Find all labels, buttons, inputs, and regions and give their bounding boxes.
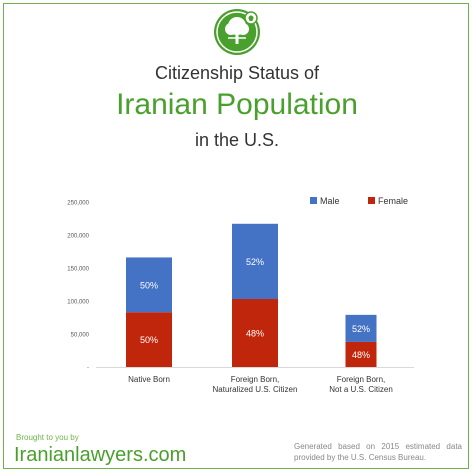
y-tick-label: 150,000 [67,267,89,273]
data-label: 48% [246,329,264,339]
title-line-2: Iranian Population [116,88,358,121]
x-tick-label: Native Born [128,375,170,384]
x-tick-label: Foreign Born, [337,375,385,384]
bar-female [232,299,278,367]
x-tick-label: Not a U.S. Citizen [329,385,393,394]
bar-female [126,312,172,367]
bar-male [345,314,377,342]
y-tick-label: 50,000 [71,333,90,339]
stacked-bar-chart: - 50,000 100,000 150,000 200,000 250,000 50% 50… [67,196,414,394]
legend-swatch-female [368,197,375,204]
legend-label: Male [320,196,340,206]
data-label: 48% [352,350,370,360]
y-tick-label: 250,000 [67,201,89,207]
bar-male [232,223,278,300]
brought-by-text: Brought to you by [16,433,79,442]
legend-swatch-male [310,197,317,204]
title-line-1: Citizenship Status of [154,63,320,83]
y-tick-label: 100,000 [67,300,89,306]
y-tick-label: 200,000 [67,234,89,240]
frame-border [3,3,469,469]
data-label: 50% [140,280,158,290]
x-tick-label: Foreign Born, [231,375,279,384]
data-label: 52% [246,257,264,267]
data-label: 50% [140,335,158,345]
data-label: 52% [352,324,370,334]
bar-male [126,257,172,313]
title-line-3: in the U.S. [194,130,280,150]
source-note: Generated based on 2015 estimated data p… [294,442,462,462]
legend-label: Female [378,196,408,206]
bar-female [345,341,377,367]
tree-scales-icon [214,9,260,55]
site-name: Iranianlawyers.com [14,444,187,466]
y-tick-label: - [87,366,89,372]
x-tick-label: Naturalized U.S. Citizen [213,385,298,394]
